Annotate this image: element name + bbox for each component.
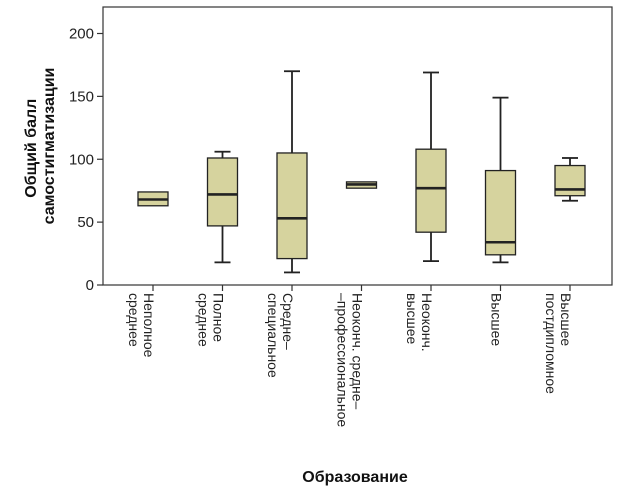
- x-category-label: Неоконч.высшее: [404, 293, 435, 352]
- box-category-1: [137, 191, 169, 207]
- x-category-label: Неоконч. средне––профессиональное: [335, 293, 366, 427]
- y-axis-title-line-1: Общий балл: [23, 99, 40, 198]
- x-category-label: Высшее: [489, 293, 505, 346]
- y-tick-label: 150: [69, 88, 94, 105]
- box-category-7: [554, 157, 586, 202]
- plot-frame: [102, 6, 613, 286]
- box-iqr: [415, 148, 447, 233]
- box-iqr: [554, 164, 586, 197]
- y-tick-label: 0: [86, 277, 94, 294]
- x-category-label: Полноесреднее: [196, 293, 227, 347]
- y-tick-label: 100: [69, 151, 94, 168]
- x-category-label: Неполноесреднее: [126, 293, 157, 358]
- y-tick-label: 50: [77, 214, 94, 231]
- x-category-label: Средне–специальное: [265, 293, 296, 378]
- box-category-3: [276, 70, 308, 274]
- x-category-labels: Неполноесреднее Полноесреднее Средне–специ…: [126, 285, 574, 427]
- box-iqr: [276, 152, 308, 260]
- y-axis: 0 50 100 150 200: [69, 26, 103, 294]
- box-category-5: [415, 71, 447, 263]
- y-axis-title-line-2: самостигматизации: [41, 68, 58, 225]
- box-iqr: [484, 169, 517, 256]
- y-tick-label: 200: [69, 26, 94, 43]
- box-category-4: [345, 181, 378, 189]
- box-category-6: [484, 96, 517, 264]
- box-iqr: [206, 157, 239, 227]
- x-category-label: Высшеепостдипломное: [543, 293, 574, 394]
- box-category-2: [206, 150, 239, 264]
- box-series: [137, 70, 586, 274]
- y-axis-title: Общий балл самостигматизации: [23, 68, 58, 225]
- x-axis-title: Образование: [302, 469, 408, 486]
